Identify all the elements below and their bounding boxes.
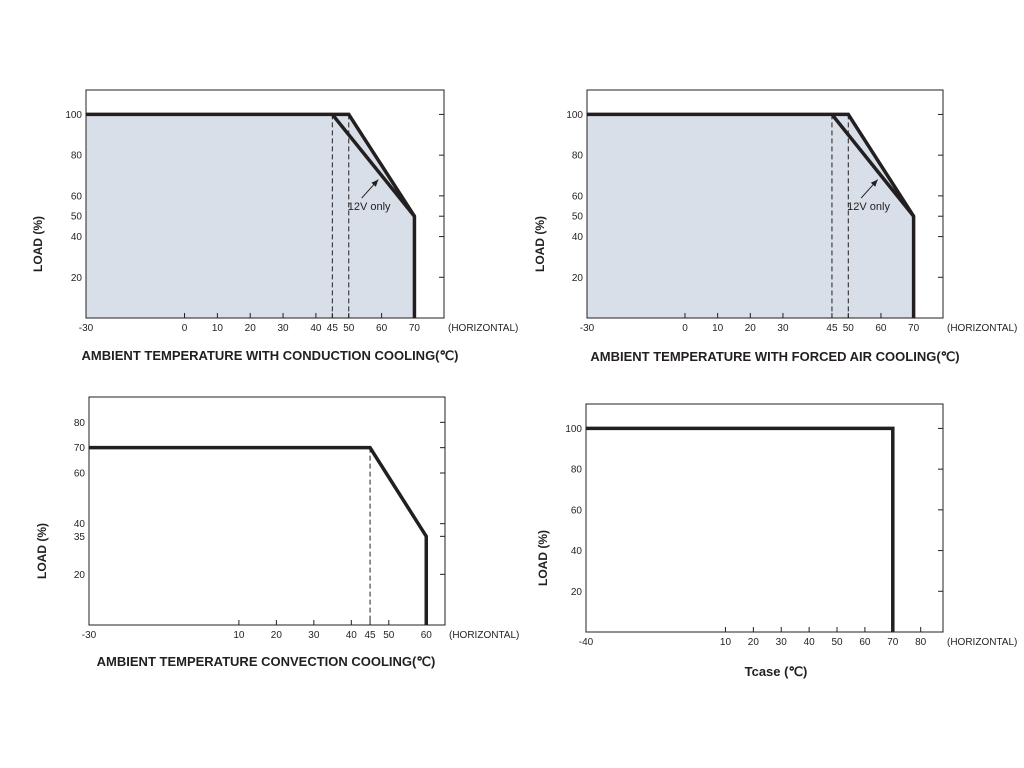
derating-curve	[86, 112, 417, 318]
y-tick-label: 70	[74, 443, 86, 454]
y-tick-label: 50	[572, 212, 584, 223]
x-unit-label: (HORIZONTAL)	[947, 323, 1017, 334]
x-tick-label: 10	[212, 323, 224, 334]
x-tick-label: 60	[421, 630, 433, 641]
x-axis-title: AMBIENT TEMPERATURE WITH FORCED AIR COOL…	[590, 349, 959, 364]
y-tick-label: 80	[71, 151, 83, 162]
derating-curve	[89, 445, 429, 625]
x-tick-label: 30	[777, 323, 789, 334]
annotation-12v-only: 12V only	[348, 201, 391, 213]
chart-2: 20 40 50 60 80 100 -30 0 10 20 30 45 50 60 70 (HORIZONT…	[533, 89, 1017, 364]
y-tick-label: 40	[571, 546, 583, 557]
derating-curve	[587, 112, 916, 318]
x-tick-label: 20	[271, 630, 283, 641]
x-tick-label: 0	[682, 323, 688, 334]
y-tick-label: 50	[71, 212, 83, 223]
y-tick-label: 80	[571, 465, 583, 476]
x-tick-label: 60	[376, 323, 388, 334]
y-axis-title: LOAD (%)	[536, 530, 550, 586]
y-tick-label: 20	[71, 273, 83, 284]
x-tick-label: 60	[859, 637, 871, 648]
x-tick-label: 50	[343, 323, 355, 334]
x-tick-label: 80	[915, 637, 927, 648]
x-axis-title: AMBIENT TEMPERATURE CONVECTION COOLING(℃…	[97, 654, 436, 669]
x-tick-label: 10	[712, 323, 724, 334]
y-tick-label: 80	[74, 418, 86, 429]
y-axis-title: LOAD (%)	[31, 216, 45, 272]
x-unit-label: (HORIZONTAL)	[449, 630, 519, 641]
derating-curve	[586, 426, 895, 632]
chart-1: 20 40 50 60 80 100 -30 0 10 20 30 40 45 50 60 70 (HORIZO…	[31, 89, 518, 363]
x-tick-label: 70	[409, 323, 421, 334]
y-tick-label: 20	[74, 570, 86, 581]
y-tick-label: 40	[71, 232, 83, 243]
x-tick-label: 45	[826, 323, 838, 334]
y-tick-label: 40	[74, 519, 86, 530]
derating-curve-12v	[830, 113, 915, 218]
x-tick-label: 45	[327, 323, 339, 334]
y-tick-label: 35	[74, 532, 86, 543]
y-tick-label: 20	[571, 587, 583, 598]
arrowhead	[870, 179, 878, 187]
x-tick-label: 0	[182, 323, 188, 334]
y-tick-label: 80	[572, 151, 584, 162]
y-tick-label: 60	[74, 469, 86, 480]
plot-frame	[88, 396, 446, 626]
arrowhead	[371, 179, 379, 187]
x-tick-label: 50	[843, 323, 855, 334]
y-tick-label: 100	[566, 110, 583, 121]
y-tick-label: 60	[71, 191, 83, 202]
safe-operating-area	[86, 114, 415, 318]
x-tick-label: 20	[745, 323, 757, 334]
x-tick-label: 40	[310, 323, 322, 334]
x-tick-label: 30	[278, 323, 290, 334]
y-axis-title: LOAD (%)	[533, 216, 547, 272]
x-tick-label: 30	[776, 637, 788, 648]
chart-4: 20 40 60 80 100 -40 10 20 30 40 50 60 70 80 (HORIZONTA…	[536, 403, 1017, 679]
x-tick-label: 20	[245, 323, 257, 334]
x-tick-label: 70	[887, 637, 899, 648]
x-tick-label: 40	[804, 637, 816, 648]
x-tick-label: -30	[580, 323, 595, 334]
derating-curve-12v	[330, 113, 416, 218]
plot-frame	[586, 89, 944, 319]
y-tick-label: 20	[572, 273, 584, 284]
annotation-12v-only: 12V only	[847, 201, 890, 213]
y-tick-label: 40	[572, 232, 584, 243]
x-tick-label: 60	[875, 323, 887, 334]
plot-frame	[85, 89, 445, 319]
safe-operating-area	[587, 114, 914, 318]
x-tick-label: 10	[720, 637, 732, 648]
chart-3: 20 35 40 60 70 80 -30 10 20 30 40 45 50 60 (HORIZONTAL…	[35, 396, 519, 669]
x-tick-label: 45	[364, 630, 376, 641]
x-tick-label: 50	[831, 637, 843, 648]
x-unit-label: (HORIZONTAL)	[448, 323, 518, 334]
x-tick-label: 70	[908, 323, 920, 334]
x-tick-label: 20	[748, 637, 760, 648]
x-tick-label: 50	[383, 630, 395, 641]
y-tick-label: 60	[571, 505, 583, 516]
y-tick-label: 100	[65, 110, 82, 121]
x-unit-label: (HORIZONTAL)	[947, 637, 1017, 648]
x-axis-title: AMBIENT TEMPERATURE WITH CONDUCTION COOL…	[82, 348, 459, 363]
y-axis-title: LOAD (%)	[35, 523, 49, 579]
x-tick-label: -30	[82, 630, 97, 641]
x-tick-label: -40	[579, 637, 594, 648]
x-axis-title: Tcase (℃)	[745, 664, 808, 679]
x-tick-label: -30	[79, 323, 94, 334]
x-tick-label: 10	[233, 630, 245, 641]
y-tick-label: 60	[572, 191, 584, 202]
x-tick-label: 30	[308, 630, 320, 641]
x-tick-label: 40	[346, 630, 358, 641]
y-tick-label: 100	[565, 424, 582, 435]
plot-frame	[585, 403, 944, 633]
